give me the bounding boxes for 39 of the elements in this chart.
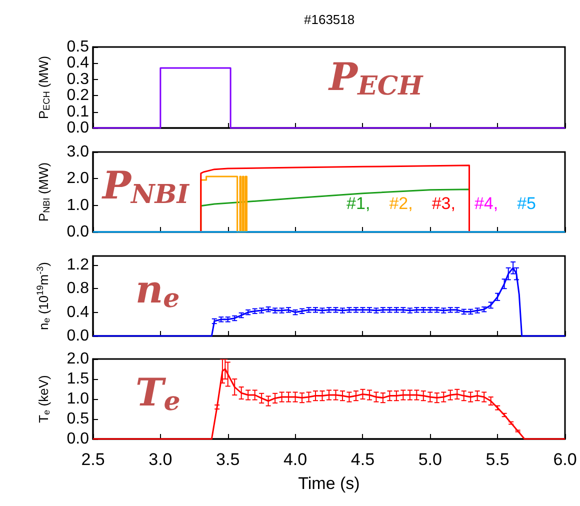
x-tick-label: 6.0 (553, 450, 577, 469)
x-tick-label: 5.0 (418, 450, 442, 469)
x-tick-label: 2.5 (81, 450, 105, 469)
y-axis-title: PNBI (MW) (36, 162, 52, 222)
y-axis-title: Te (keV) (36, 375, 52, 423)
series-label: #3, (432, 194, 456, 213)
y-tick-label: 0.4 (66, 304, 90, 321)
x-tick-label: 4.0 (283, 450, 308, 469)
x-tick-label: 3.0 (148, 450, 172, 469)
y-tick-label: 1.0 (66, 390, 90, 408)
y-axis-title: ne (1019m-3) (35, 262, 52, 330)
y-tick-label: 0.5 (66, 410, 90, 428)
line-series (200, 164, 470, 233)
y-tick-label: 2.0 (66, 350, 90, 368)
y-tick-label: 0.3 (66, 70, 90, 88)
y-tick-label: 1.2 (66, 256, 90, 274)
text: #2, (389, 194, 413, 213)
y-tick-label: 0.0 (66, 120, 90, 136)
x-tick-label: 3.5 (216, 450, 240, 469)
y-tick-label: 3.0 (66, 144, 90, 160)
y-tick-label: 0.2 (66, 87, 90, 104)
legend-label: #4, (474, 194, 498, 213)
y-tick-label: 2.0 (66, 170, 90, 188)
y-tick-label: 0.1 (66, 103, 90, 120)
chart-title: #163518 (304, 12, 355, 27)
series-label: #1, (346, 194, 370, 213)
y-tick-label: 1.0 (66, 196, 90, 214)
y-tick-label: 0.0 (66, 430, 90, 448)
x-tick-label: 5.5 (486, 450, 510, 469)
x-axis-title: Time (s) (298, 474, 360, 493)
y-axis-title: PECH (MW) (36, 56, 52, 120)
y-tick-label: 0.0 (66, 328, 90, 344)
y-tick-label: 0.8 (66, 280, 90, 298)
series-label: #5 (517, 194, 536, 213)
y-tick-label: 0.4 (66, 54, 90, 72)
y-tick-label: 1.5 (66, 370, 90, 388)
x-tick-label: 4.5 (350, 450, 375, 469)
y-tick-label: 0.0 (66, 224, 90, 240)
y-tick-label: 0.5 (66, 38, 90, 56)
